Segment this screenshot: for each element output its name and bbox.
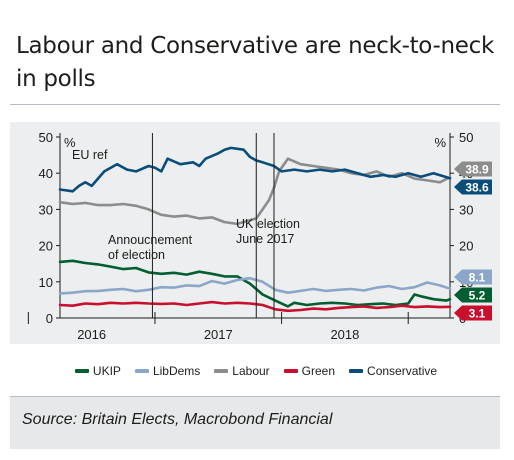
y-tick-label-left: 20 bbox=[39, 239, 53, 254]
legend-label: Labour bbox=[232, 364, 270, 378]
end-value-label-conservative: 38.6 bbox=[465, 181, 489, 195]
legend-item-labour: Labour bbox=[214, 364, 270, 378]
y-tick-label-right: 50 bbox=[459, 130, 473, 145]
legend-item-libdems: LibDems bbox=[134, 364, 201, 378]
end-value-label-ukip: 5.2 bbox=[469, 289, 486, 303]
end-value-label-green: 3.1 bbox=[469, 307, 486, 321]
legend-swatch bbox=[134, 369, 149, 373]
y-tick-label-right: 20 bbox=[459, 239, 473, 254]
legend-swatch bbox=[283, 369, 298, 373]
x-tick-label: 2016 bbox=[77, 327, 106, 342]
end-value-tag-libdems bbox=[454, 269, 492, 285]
y-tick-label-left: 30 bbox=[39, 202, 53, 217]
chart-title: Labour and Conservative are neck-to-neck… bbox=[16, 33, 494, 92]
end-value-label-labour: 38.9 bbox=[465, 163, 489, 177]
title-divider bbox=[10, 104, 500, 105]
legend-label: Conservative bbox=[367, 364, 438, 378]
end-value-tag-conservative bbox=[454, 179, 492, 195]
event-label: June 2017 bbox=[236, 232, 294, 246]
series-line-ukip bbox=[58, 259, 452, 308]
y-tick-label-left: 40 bbox=[39, 166, 53, 181]
y-tick-label-left: 0 bbox=[46, 311, 53, 326]
x-tick-label: 2018 bbox=[330, 327, 359, 342]
end-value-tag-green bbox=[454, 305, 492, 321]
legend-label: UKIP bbox=[92, 364, 121, 378]
event-label: EU ref bbox=[72, 148, 108, 162]
legend: UKIP LibDems Labour Green Conservative bbox=[12, 360, 500, 382]
event-label: of election bbox=[108, 248, 165, 262]
event-label: UK election bbox=[236, 217, 300, 231]
legend-item-conservative: Conservative bbox=[349, 364, 437, 378]
y-unit-right: % bbox=[434, 135, 446, 150]
series-line-libdems bbox=[58, 276, 452, 295]
y-unit-left: % bbox=[64, 135, 76, 150]
legend-swatch bbox=[74, 369, 89, 373]
source-note: Source: Britain Elects, Macrobond Financ… bbox=[22, 411, 333, 428]
end-value-tag-labour bbox=[454, 161, 492, 177]
legend-item-green: Green bbox=[283, 364, 336, 378]
series-line-labour bbox=[58, 157, 452, 226]
legend-swatch bbox=[214, 369, 229, 373]
event-label: Annoucnement bbox=[108, 233, 193, 247]
source-box: Source: Britain Elects, Macrobond Financ… bbox=[10, 396, 500, 449]
legend-label: LibDems bbox=[152, 364, 201, 378]
legend-item-ukip: UKIP bbox=[74, 364, 121, 378]
series-line-conservative bbox=[58, 146, 452, 193]
legend-label: Green bbox=[301, 364, 336, 378]
y-tick-label-right: 30 bbox=[459, 202, 473, 217]
end-value-tag-ukip bbox=[454, 287, 492, 303]
y-tick-label-left: 10 bbox=[39, 275, 53, 290]
x-tick-label: 2017 bbox=[204, 327, 233, 342]
legend-swatch bbox=[349, 369, 364, 373]
y-tick-label-left: 50 bbox=[39, 130, 53, 145]
end-value-label-libdems: 8.1 bbox=[469, 271, 486, 285]
